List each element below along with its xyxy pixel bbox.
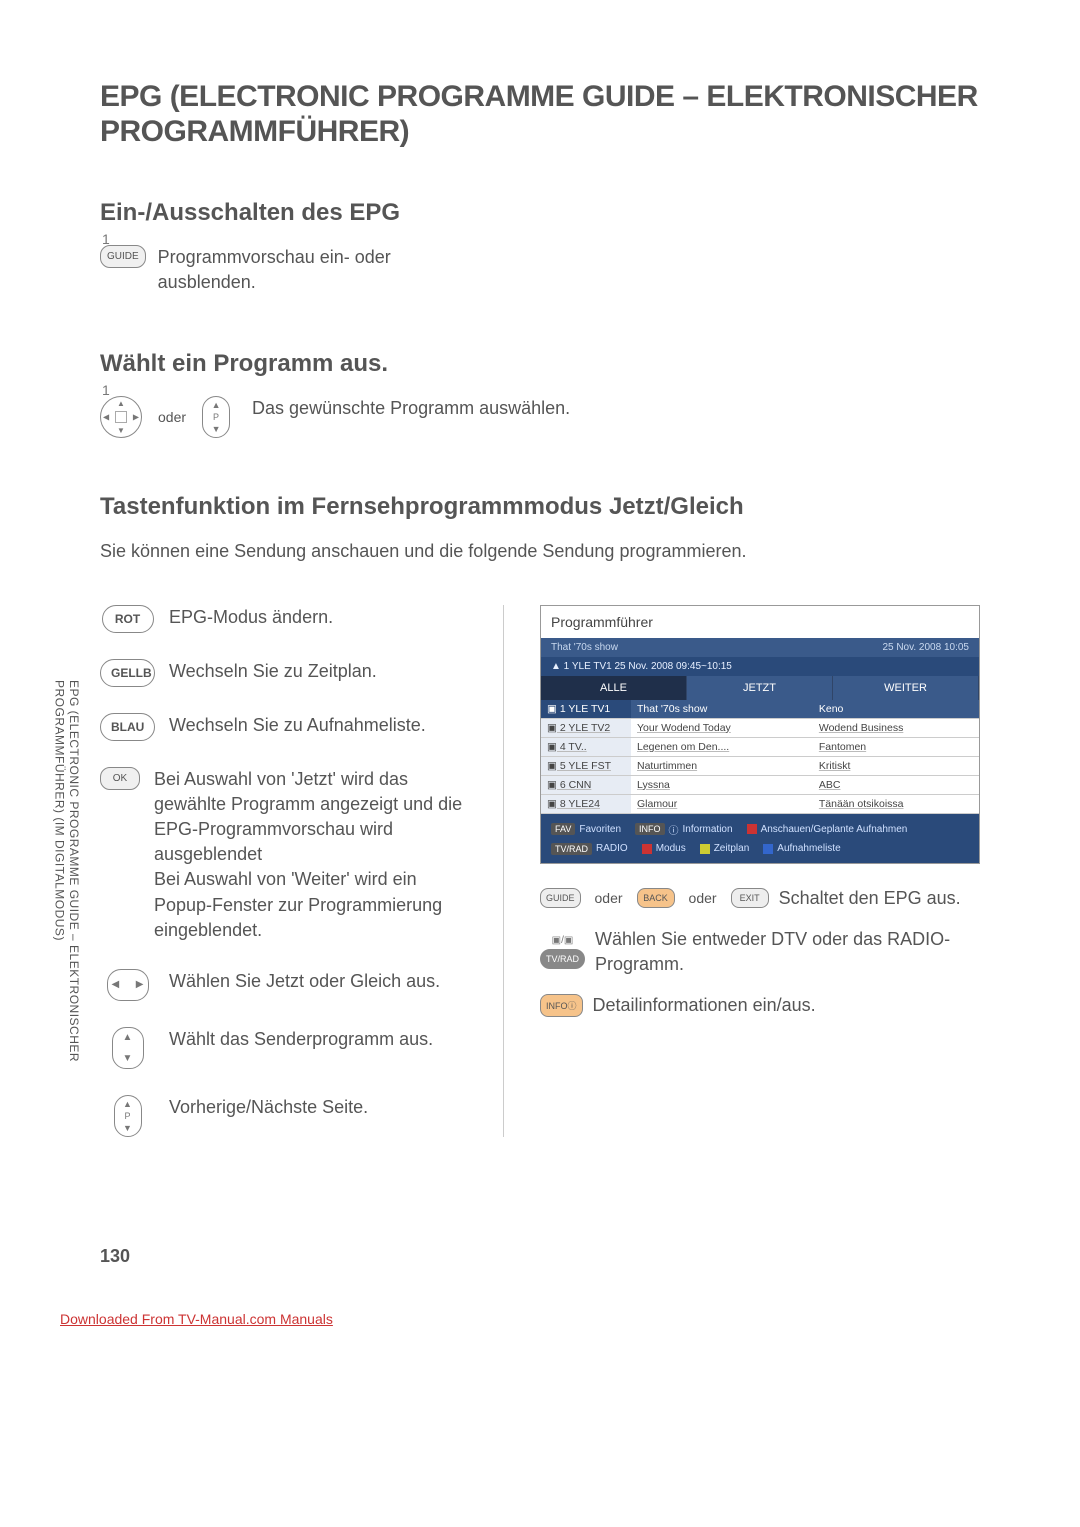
epg-row[interactable]: ▣ 1 YLE TV1That '70s showKeno: [541, 700, 979, 719]
oder-2: oder: [591, 890, 627, 906]
epg-legend: FAV Favoriten INFO ⓘ Information Anschauen/…: [541, 814, 979, 863]
heading-select: Wählt ein Programm aus.: [100, 350, 980, 378]
epg-preview: Programmführer That '70s show 25 Nov. 20…: [540, 605, 980, 864]
ok-button[interactable]: OK: [100, 767, 140, 790]
legend-modus-icon: [642, 844, 652, 854]
legend-zeit: Zeitplan: [714, 843, 750, 854]
left-right-button[interactable]: ◀▶: [107, 969, 149, 1001]
left-function-column: ROT EPG-Modus ändern. GELLB Wechseln Sie…: [100, 605, 467, 1137]
guide-button[interactable]: GUIDE: [100, 245, 146, 268]
onoff-text: Programmvorschau ein- oder ausblenden.: [158, 245, 478, 295]
epg-channel-info: ▲ 1 YLE TV1 25 Nov. 2008 09:45~10:15: [541, 657, 979, 676]
page-channel-button-2[interactable]: ▲P▼: [114, 1095, 142, 1137]
off-text: Schaltet den EPG aus.: [779, 886, 980, 911]
legend-aufn-icon: [763, 844, 773, 854]
oder-3: oder: [685, 890, 721, 906]
ok-text-line2: Bei Auswahl von 'Weiter' wird ein Popup-…: [154, 869, 442, 939]
exit-button[interactable]: EXIT: [731, 888, 769, 908]
ud-text: Wählt das Senderprogramm aus.: [169, 1027, 433, 1052]
page-title: EPG (ELECTRONIC PROGRAMME GUIDE – ELEKTR…: [100, 80, 980, 149]
side-tab: EPG (ELECTRONIC PROGRAMME GUIDE – ELEKTR…: [52, 680, 81, 1100]
blau-text: Wechseln Sie zu Aufnahmeliste.: [169, 713, 426, 738]
epg-table: ▣ 1 YLE TV1That '70s showKeno▣ 2 YLE TV2…: [541, 700, 979, 814]
info-text: Detailinformationen ein/aus.: [593, 993, 981, 1018]
epg-window-title: Programmführer: [541, 606, 979, 638]
select-text: Das gewünschte Programm auswählen.: [252, 396, 570, 421]
guide-button-2[interactable]: GUIDE: [540, 888, 581, 908]
lr-text: Wählen Sie Jetzt oder Gleich aus.: [169, 969, 440, 994]
dpad-icon[interactable]: ▲▼ ◀▶: [100, 396, 142, 438]
footer-link[interactable]: Downloaded From TV-Manual.com Manuals: [60, 1311, 333, 1327]
rot-text: EPG-Modus ändern.: [169, 605, 333, 630]
side-tab-line2: PROGRAMMFÜHRER) (IM DIGITALMODUS): [52, 680, 66, 941]
up-down-button[interactable]: ▲▼: [112, 1027, 144, 1069]
pch-text: Vorherige/Nächste Seite.: [169, 1095, 368, 1120]
info-button[interactable]: INFOⓘ: [540, 994, 583, 1017]
gelb-text: Wechseln Sie zu Zeitplan.: [169, 659, 377, 684]
tvrad-button[interactable]: TV/RAD: [540, 949, 585, 969]
epg-row[interactable]: ▣ 6 CNNLyssnaABC: [541, 775, 979, 794]
blau-button[interactable]: BLAU: [100, 713, 155, 741]
step-number: 1: [102, 382, 110, 398]
page-channel-button[interactable]: ▲P▼: [202, 396, 230, 438]
pch-label: P: [213, 412, 219, 422]
step-number: 1: [102, 231, 110, 247]
legend-rec: Anschauen/Geplante Aufnahmen: [761, 824, 908, 835]
heading-onoff: Ein-/Ausschalten des EPG: [100, 199, 980, 227]
legend-info: Information: [683, 824, 733, 835]
legend-info-i: ⓘ: [669, 822, 679, 837]
heading-funcs: Tastenfunktion im Fernsehprogrammmodus J…: [100, 493, 980, 521]
funcs-intro: Sie können eine Sendung anschauen und di…: [100, 539, 980, 564]
right-function-column: Programmführer That '70s show 25 Nov. 20…: [540, 605, 980, 1035]
step-1b: 1 ▲▼ ◀▶: [100, 396, 142, 438]
epg-row[interactable]: ▣ 4 TV..Legenen om Den....Fantomen: [541, 737, 979, 756]
epg-tab-weiter[interactable]: WEITER: [833, 676, 979, 700]
tvrad-text: Wählen Sie entweder DTV oder das RADIO-P…: [595, 927, 980, 977]
legend-modus: Modus: [656, 843, 686, 854]
oder-label: oder: [154, 409, 190, 425]
legend-rec-icon: [747, 824, 757, 834]
legend-info-tag: INFO: [635, 823, 665, 835]
gelb-button[interactable]: GELLB: [100, 659, 155, 687]
ok-text-line1: Bei Auswahl von 'Jetzt' wird das gewählt…: [154, 769, 462, 865]
rot-button[interactable]: ROT: [102, 605, 154, 633]
legend-tvrad: RADIO: [596, 843, 628, 854]
legend-fav: Favoriten: [579, 824, 621, 835]
epg-tab-jetzt[interactable]: JETZT: [687, 676, 833, 700]
epg-row[interactable]: ▣ 8 YLE24GlamourTänään otsikoissa: [541, 794, 979, 813]
page-number: 130: [100, 1246, 130, 1267]
section-select-program: Wählt ein Programm aus. 1 ▲▼ ◀▶ oder ▲P▼…: [100, 350, 980, 438]
legend-tvrad-tag: TV/RAD: [551, 843, 592, 855]
epg-row[interactable]: ▣ 2 YLE TV2Your Wodend TodayWodend Busin…: [541, 718, 979, 737]
epg-current-show: That '70s show: [551, 642, 618, 653]
legend-zeit-icon: [700, 844, 710, 854]
section-epg-onoff: Ein-/Ausschalten des EPG 1 GUIDE Program…: [100, 199, 980, 295]
legend-fav-tag: FAV: [551, 823, 575, 835]
epg-tab-alle[interactable]: ALLE: [541, 676, 687, 700]
epg-row[interactable]: ▣ 5 YLE FSTNaturtimmenKritiskt: [541, 756, 979, 775]
section-functions: Tastenfunktion im Fernsehprogrammmodus J…: [100, 493, 980, 1137]
column-divider: [503, 605, 504, 1137]
side-tab-line1: EPG (ELECTRONIC PROGRAMME GUIDE – ELEKTR…: [67, 680, 81, 1062]
back-button[interactable]: BACK: [637, 888, 675, 908]
legend-aufn: Aufnahmeliste: [777, 843, 840, 854]
step-1: 1 GUIDE: [100, 245, 146, 268]
ok-text: Bei Auswahl von 'Jetzt' wird das gewählt…: [154, 767, 467, 943]
tvrad-top-icon: ▣/▣: [552, 935, 574, 946]
epg-datetime: 25 Nov. 2008 10:05: [882, 642, 969, 653]
pch-label-2: P: [124, 1111, 130, 1121]
